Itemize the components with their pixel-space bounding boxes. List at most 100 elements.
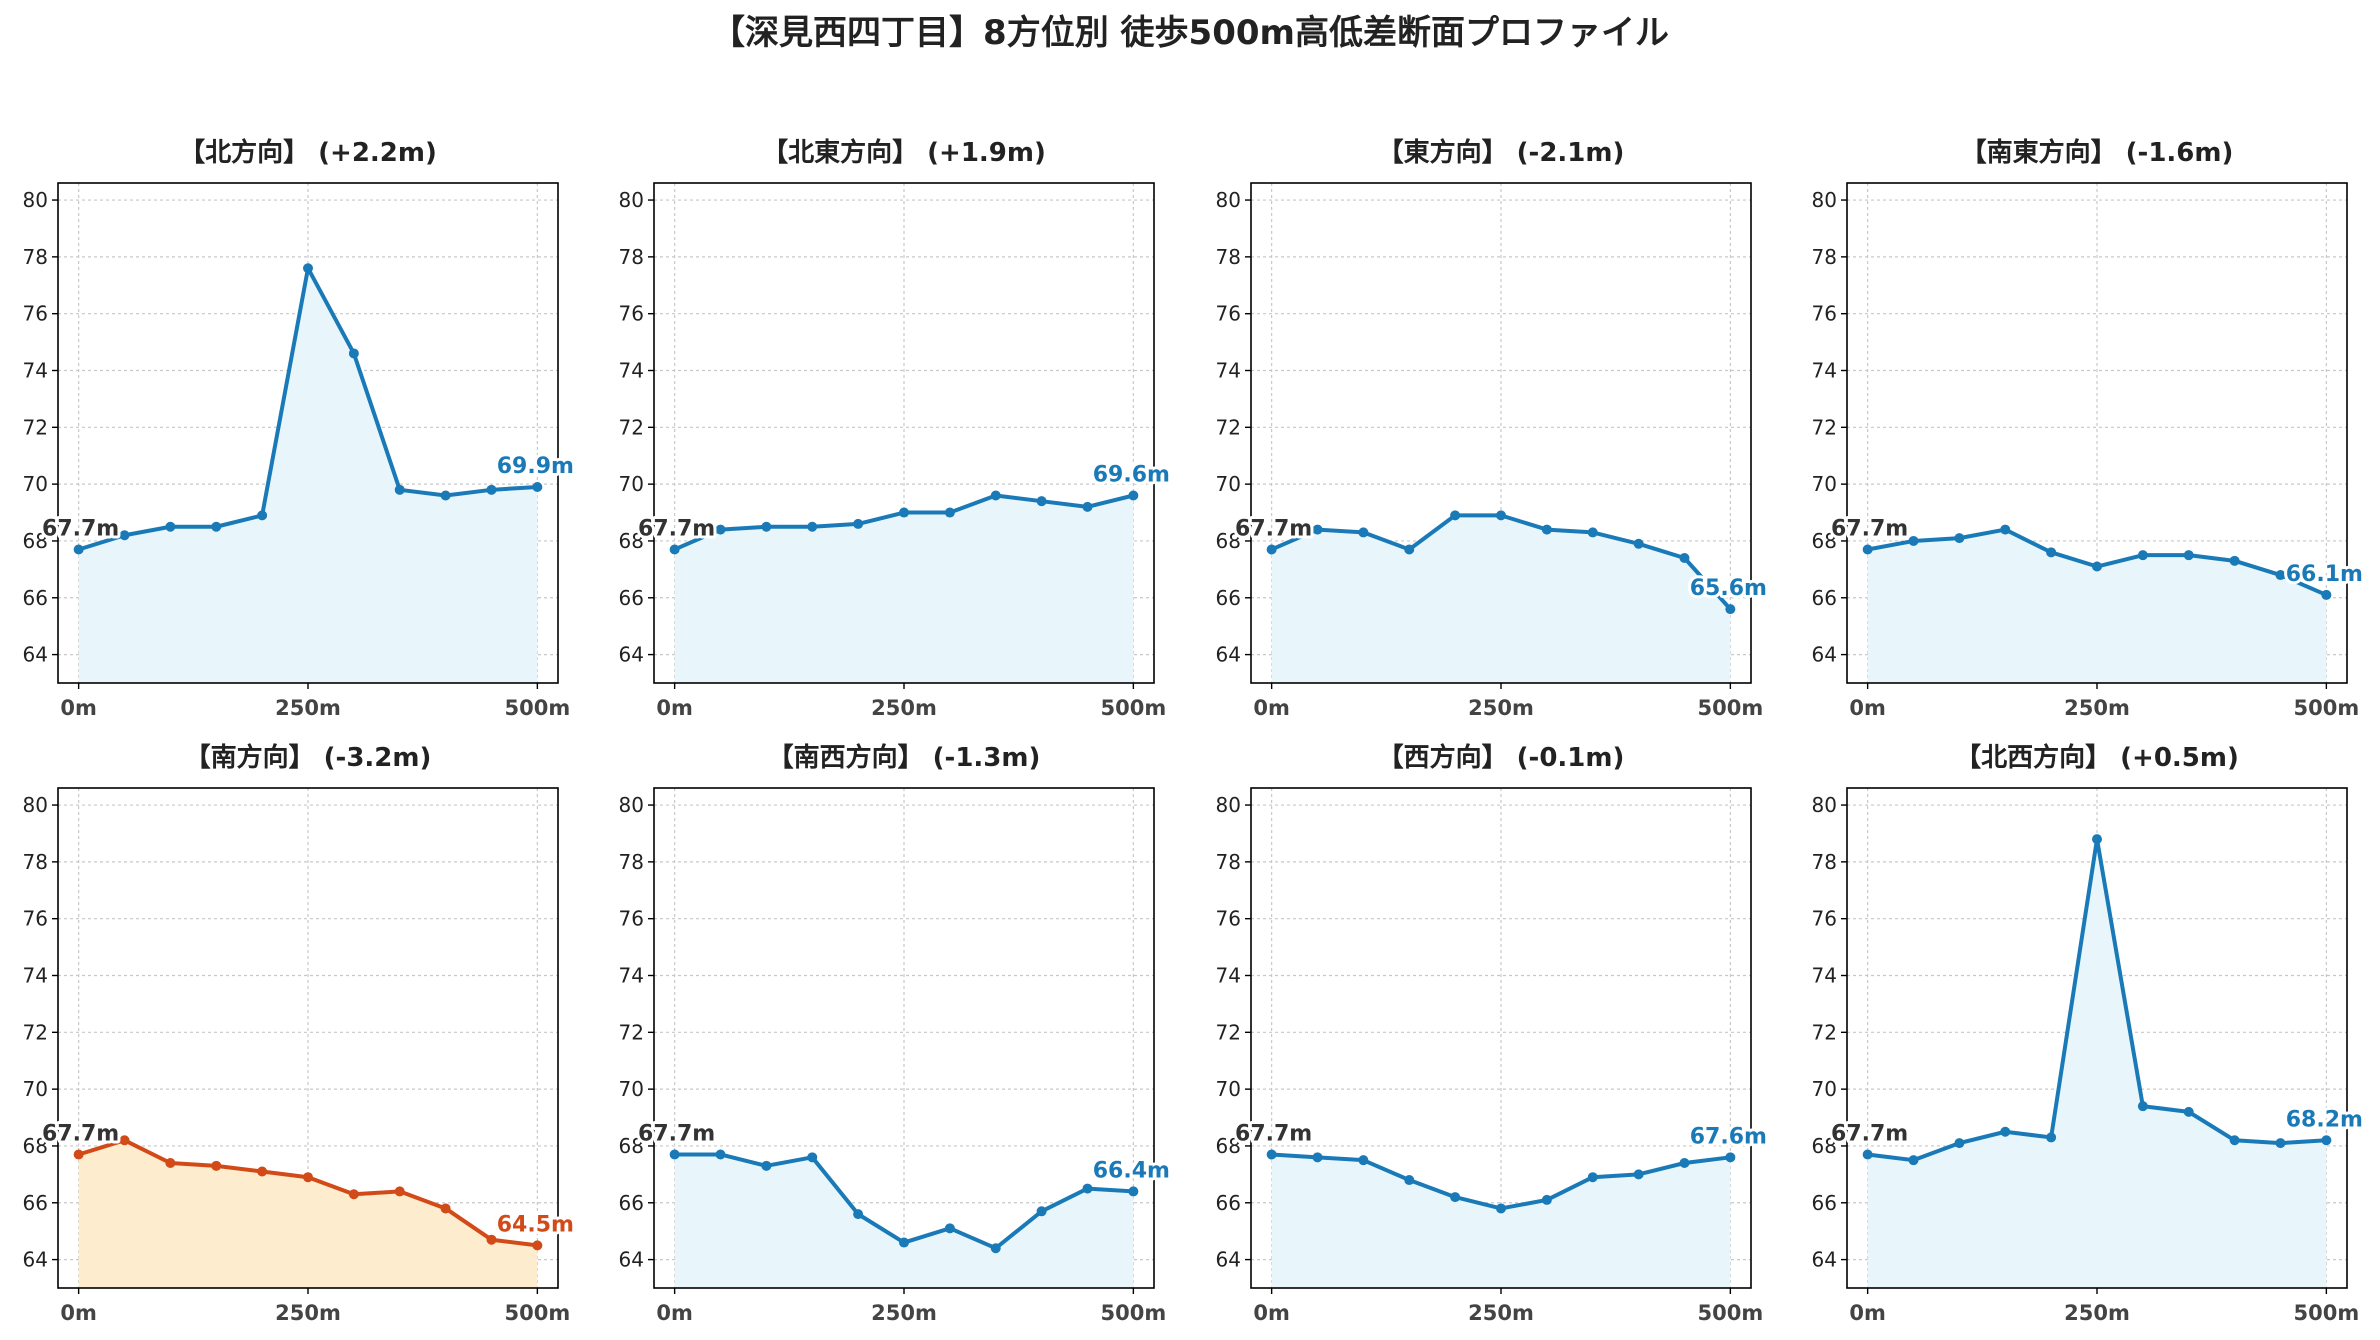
data-point	[257, 510, 268, 521]
y-tick-label: 64	[1812, 643, 1837, 667]
data-point	[1908, 535, 1919, 546]
x-tick-label: 250m	[1468, 1301, 1534, 1325]
y-tick-label: 66	[1812, 586, 1837, 610]
end-elevation-label: 64.5m	[497, 1212, 574, 1237]
data-point	[2321, 589, 2332, 600]
y-tick-label: 78	[619, 245, 644, 269]
end-elevation-label: 65.6m	[1690, 576, 1767, 601]
y-tick-label: 74	[23, 359, 48, 383]
panel-title: 【北西方向】 (+0.5m)	[1955, 742, 2239, 773]
panel-8: 【北西方向】 (+0.5m) 64 66 68 70 72 74 76 78 80 0m 250m 50…	[1812, 742, 2366, 1325]
end-elevation-label: 67.6m	[1690, 1124, 1767, 1149]
y-tick-label: 80	[1812, 188, 1837, 212]
data-point	[257, 1166, 268, 1177]
data-point	[119, 1135, 130, 1146]
data-point	[1036, 496, 1047, 507]
y-tick-label: 64	[1216, 1248, 1241, 1272]
data-point	[303, 263, 313, 274]
data-point	[1862, 544, 1873, 555]
data-point	[2321, 1135, 2332, 1146]
end-elevation-label: 66.1m	[2286, 562, 2363, 587]
y-tick-label: 74	[619, 964, 644, 988]
figure-title: 【深見西四丁目】8方位別 徒歩500m高低差断面プロファイル	[711, 13, 1669, 53]
y-tick-label: 66	[1216, 1191, 1241, 1215]
data-point	[165, 521, 176, 532]
y-tick-label: 70	[23, 1077, 48, 1101]
data-point	[2275, 570, 2286, 581]
y-tick-label: 66	[1216, 586, 1241, 610]
data-point	[1725, 1152, 1736, 1163]
data-point	[1128, 1186, 1139, 1197]
start-elevation-label: 67.7m	[42, 516, 119, 541]
x-tick-label: 500m	[504, 1301, 570, 1325]
y-tick-label: 68	[23, 1134, 48, 1158]
data-point	[2046, 547, 2057, 558]
start-elevation-label: 67.7m	[1831, 516, 1908, 541]
y-tick-label: 76	[1812, 302, 1837, 326]
profile-fill	[78, 268, 538, 683]
data-point	[1587, 1172, 1598, 1183]
y-tick-label: 72	[619, 415, 644, 439]
data-point	[1266, 1149, 1277, 1160]
data-point	[853, 518, 864, 529]
y-tick-label: 78	[1216, 850, 1241, 874]
data-point	[165, 1158, 176, 1168]
profile-fill	[1867, 839, 2327, 1288]
x-tick-label: 0m	[656, 1301, 693, 1325]
y-tick-label: 78	[1812, 850, 1837, 874]
data-point	[2229, 555, 2240, 566]
x-tick-label: 500m	[504, 696, 570, 720]
data-point	[1082, 501, 1093, 512]
data-point	[1496, 510, 1506, 521]
y-tick-label: 74	[1216, 359, 1241, 383]
y-tick-label: 72	[1216, 1020, 1241, 1044]
y-tick-label: 76	[1216, 907, 1241, 931]
data-point	[944, 507, 955, 518]
y-tick-label: 78	[23, 245, 48, 269]
y-tick-label: 68	[619, 1134, 644, 1158]
data-point	[715, 524, 726, 535]
data-point	[2183, 550, 2194, 561]
end-elevation-label: 68.2m	[2286, 1107, 2363, 1132]
profile-fill	[674, 495, 1134, 683]
data-point	[990, 1243, 1001, 1254]
y-tick-label: 68	[1216, 1134, 1241, 1158]
data-point	[1862, 1149, 1873, 1160]
data-point	[2137, 550, 2148, 561]
data-point	[532, 1240, 543, 1251]
panel-6: 【南西方向】 (-1.3m) 64 66 68 70 72 74 76 78 80 0m 250m 50…	[619, 742, 1173, 1325]
panel-2: 【北東方向】 (+1.9m) 64 66 68 70 72 74 76 78 80 0m 250m 50…	[619, 137, 1173, 720]
y-tick-label: 74	[619, 359, 644, 383]
y-tick-label: 76	[23, 907, 48, 931]
data-point	[73, 544, 84, 555]
data-point	[807, 1152, 818, 1163]
y-tick-label: 64	[23, 643, 48, 667]
y-tick-label: 72	[1812, 415, 1837, 439]
data-point	[2092, 834, 2102, 845]
y-tick-label: 78	[1216, 245, 1241, 269]
start-elevation-label: 67.7m	[1235, 1121, 1312, 1146]
start-elevation-label: 67.7m	[1235, 516, 1312, 541]
data-point	[394, 484, 405, 495]
y-tick-label: 76	[619, 907, 644, 931]
panel-title: 【南西方向】 (-1.3m)	[768, 742, 1041, 773]
y-tick-label: 66	[23, 586, 48, 610]
data-point	[1954, 1138, 1965, 1149]
data-point	[532, 481, 543, 492]
data-point	[2092, 561, 2102, 572]
x-tick-label: 0m	[60, 696, 97, 720]
data-point	[807, 521, 818, 532]
x-tick-label: 500m	[1100, 696, 1166, 720]
data-point	[1358, 1155, 1369, 1166]
x-tick-label: 250m	[1468, 696, 1534, 720]
data-point	[1358, 527, 1369, 538]
data-point	[1404, 1175, 1415, 1186]
x-tick-label: 500m	[2293, 1301, 2359, 1325]
data-point	[1587, 527, 1598, 538]
panel-title: 【北方向】 (+2.2m)	[179, 137, 437, 168]
data-point	[1128, 490, 1139, 501]
data-point	[2275, 1138, 2286, 1149]
y-tick-label: 64	[23, 1248, 48, 1272]
x-tick-label: 500m	[2293, 696, 2359, 720]
